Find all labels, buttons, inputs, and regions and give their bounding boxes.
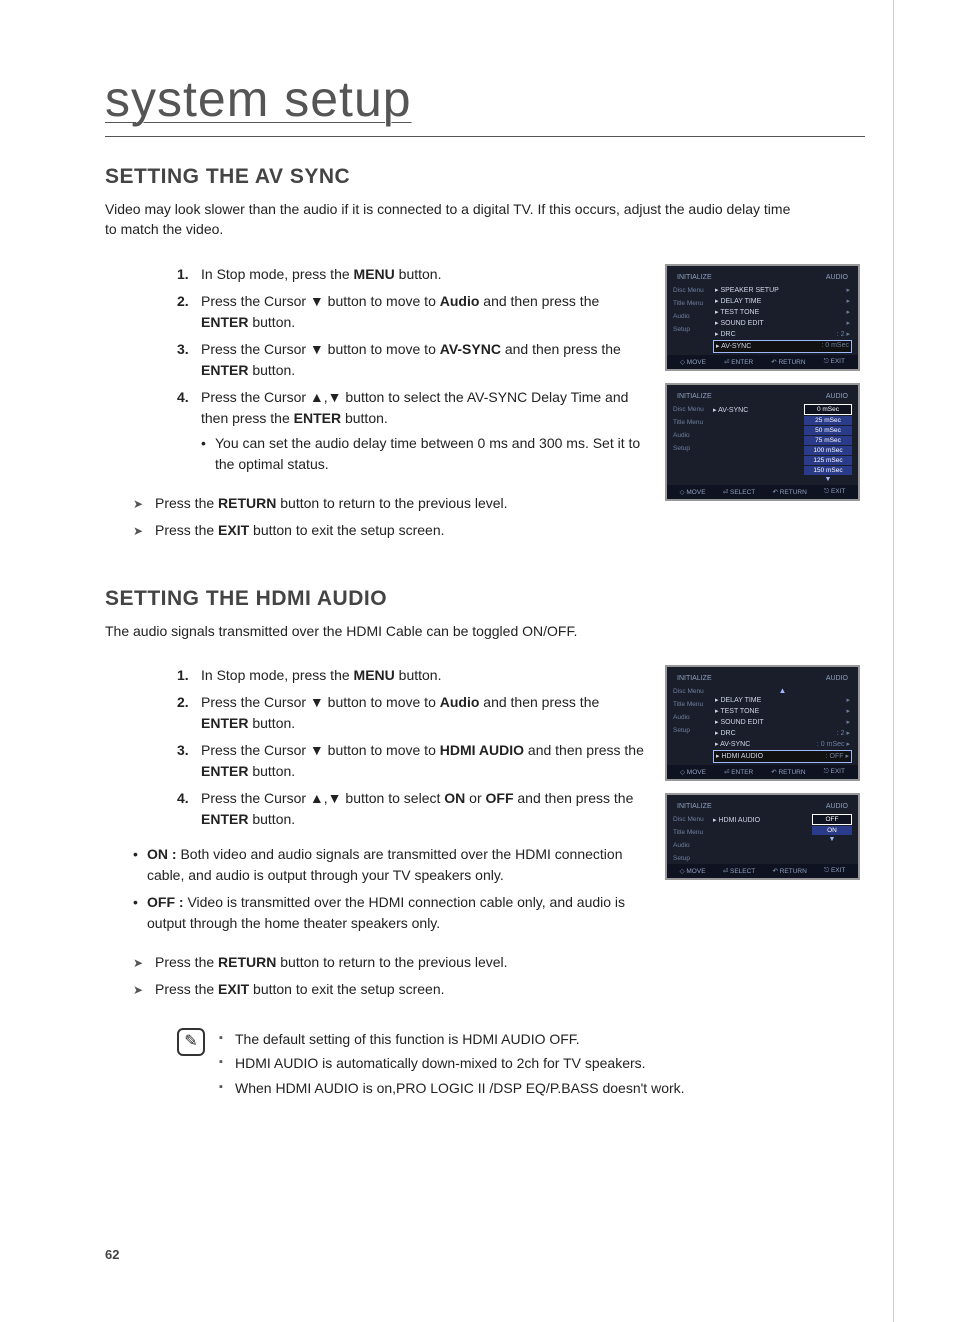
osd-avsync-options: INITIALIZEAUDIO Disc Menu Title Menu Aud… [665, 383, 860, 501]
step: In Stop mode, press the MENU button. [177, 665, 645, 686]
hdmi-intro: The audio signals transmitted over the H… [105, 621, 805, 641]
avsync-body: In Stop mode, press the MENU button. Pre… [105, 264, 865, 547]
step: Press the Cursor ▼ button to move to Aud… [177, 291, 645, 333]
note-list: The default setting of this function is … [219, 1028, 685, 1101]
avsync-text: In Stop mode, press the MENU button. Pre… [105, 264, 645, 547]
note-item: HDMI AUDIO is automatically down-mixed t… [219, 1052, 685, 1074]
avsync-intro: Video may look slower than the audio if … [105, 199, 805, 240]
hdmi-screens: INITIALIZEAUDIO Disc Menu Title Menu Aud… [665, 665, 865, 1006]
hdmi-steps: In Stop mode, press the MENU button. Pre… [177, 665, 645, 830]
title-rule [105, 136, 865, 137]
avsync-tips: Press the RETURN button to return to the… [133, 493, 645, 541]
avsync-screens: INITIALIZEAUDIO Disc Menu Title Menu Aud… [665, 264, 865, 547]
hdmi-body: In Stop mode, press the MENU button. Pre… [105, 665, 865, 1006]
step: Press the Cursor ▼ button to move to Aud… [177, 692, 645, 734]
note-box: ✎ The default setting of this function i… [105, 1028, 865, 1101]
page-content: system setup SETTING THE AV SYNC Video m… [105, 70, 865, 1101]
tip: Press the EXIT button to exit the setup … [133, 520, 645, 541]
step: Press the Cursor ▼ button to move to AV-… [177, 339, 645, 381]
page-number: 62 [105, 1247, 119, 1262]
step: Press the Cursor ▼ button to move to HDM… [177, 740, 645, 782]
avsync-sub-bullet: You can set the audio delay time between… [201, 433, 645, 475]
osd-hdmi-menu: INITIALIZEAUDIO Disc Menu Title Menu Aud… [665, 665, 860, 781]
tip: Press the RETURN button to return to the… [133, 493, 645, 514]
hdmi-tips: Press the RETURN button to return to the… [133, 952, 645, 1000]
describe-off: OFF : Video is transmitted over the HDMI… [133, 892, 645, 934]
note-item: When HDMI AUDIO is on,PRO LOGIC II /DSP … [219, 1077, 685, 1099]
osd-hdmi-options: INITIALIZEAUDIO Disc Menu Title Menu Aud… [665, 793, 860, 880]
step: Press the Cursor ▲,▼ button to select th… [177, 387, 645, 475]
osd-avsync-menu: INITIALIZEAUDIO Disc Menu Title Menu Aud… [665, 264, 860, 371]
avsync-steps: In Stop mode, press the MENU button. Pre… [177, 264, 645, 475]
hdmi-describe: ON : Both video and audio signals are tr… [133, 844, 645, 934]
step: Press the Cursor ▲,▼ button to select ON… [177, 788, 645, 830]
describe-on: ON : Both video and audio signals are tr… [133, 844, 645, 886]
tip: Press the EXIT button to exit the setup … [133, 979, 645, 1000]
note-item: The default setting of this function is … [219, 1028, 685, 1050]
step: In Stop mode, press the MENU button. [177, 264, 645, 285]
page-title: system setup [105, 70, 865, 128]
hdmi-heading: SETTING THE HDMI AUDIO [105, 587, 865, 611]
hdmi-text: In Stop mode, press the MENU button. Pre… [105, 665, 645, 1006]
tip: Press the RETURN button to return to the… [133, 952, 645, 973]
page-frame-right [893, 0, 894, 1322]
avsync-heading: SETTING THE AV SYNC [105, 165, 865, 189]
note-icon: ✎ [177, 1028, 205, 1056]
